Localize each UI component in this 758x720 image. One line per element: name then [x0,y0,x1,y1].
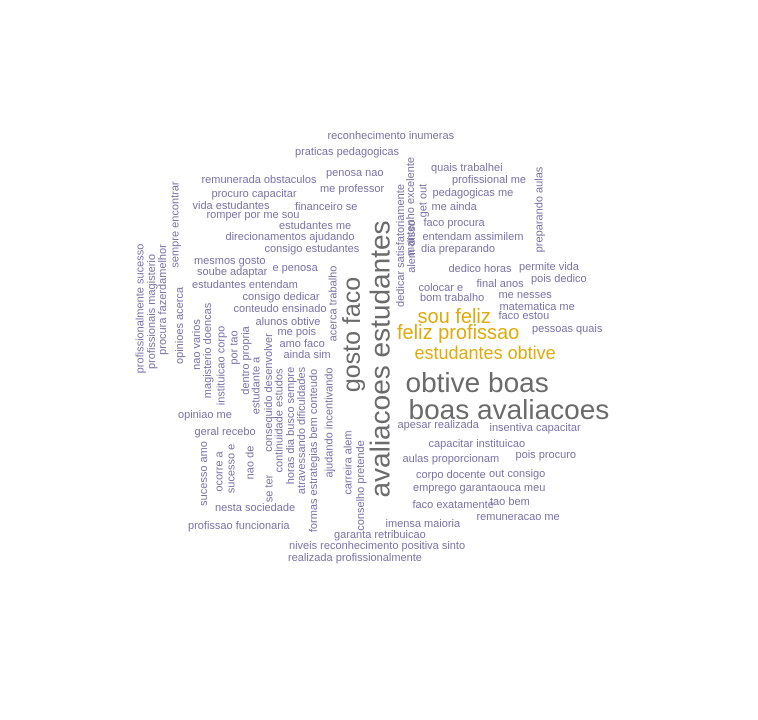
word-cloud-term: faco procura [423,216,485,229]
word-cloud-term: gosto faco [337,276,366,392]
word-cloud-term: instituicao corpo [215,325,228,405]
word-cloud-term: me pois [277,325,317,338]
word-cloud-term: me ainda [431,200,477,213]
word-cloud-term: profissionais magisterio [145,253,158,369]
word-cloud-term: sempre encontrar [169,180,182,268]
word-cloud-term: me nesses [498,288,552,301]
word-cloud-term: profissao funcionaria [188,519,290,532]
word-cloud-term: dedico horas [448,262,512,275]
word-cloud-term: final anos [476,277,524,290]
word-cloud-term: ouca meu [497,481,546,494]
word-cloud-term: out consigo [489,467,546,480]
word-cloud-term: pessoas quais [532,322,603,335]
word-cloud-term: geral recebo [194,425,256,438]
word-cloud-term: continuidade estudos [273,368,286,472]
word-cloud-term: permite vida [519,260,579,273]
word-cloud-term: remuneracao me [476,510,560,523]
word-cloud-term: sucesso e [225,443,238,493]
word-cloud-term: reconhecimento inumeras [327,129,455,142]
word-cloud-term: horas dia busco sempre [284,366,297,484]
word-cloud-term: nao de [244,445,257,479]
word-cloud-term: aulas proporcionam [402,452,500,465]
word-cloud-term: preparando aulas [533,166,546,252]
word-cloud-term: nao varios [190,318,203,370]
word-cloud-term: amo faco [279,337,325,350]
word-cloud-term: opiniao me [178,408,232,421]
word-cloud-term: se ter [263,474,276,502]
word-cloud-term: consigo dedicar [242,290,320,303]
word-cloud-term: atravessando dificuldades [295,366,308,494]
word-cloud-term: dia preparando [421,242,496,255]
word-cloud-term: pois procuro [515,448,577,461]
word-cloud-term: niveis reconhecimento positiva sinto [289,539,466,552]
word-cloud-term: estudante a [250,356,263,414]
word-cloud-term: opinioes acerca [173,286,186,364]
word-cloud-term: obtive boas [405,367,549,398]
word-cloud-term: vida estudantes [192,199,270,212]
word-cloud-term: nesta sociedade [215,501,296,514]
word-cloud-term: sucesso amo [197,440,210,506]
word-cloud-term: formas estrategias bem conteudo [307,368,320,532]
word-cloud-term: corpo docente [416,468,486,481]
word-cloud-term: estudantes me [279,219,352,232]
word-cloud-term: penosa nao [326,166,384,179]
word-cloud-term: praticas pedagogicas [295,145,399,158]
word-cloud-term: estudantes obtive [414,343,556,363]
word-cloud-term: pedagogicas me [432,186,514,199]
word-cloud-term: e penosa [272,261,318,274]
word-cloud-term: sou feliz [417,306,491,328]
word-cloud-term: estudantes entendam [192,278,298,291]
word-cloud-term: tao bem [490,495,530,508]
word-cloud-term: soube adaptar [197,265,268,278]
word-cloud-term: profissional me [452,173,526,186]
word-cloud-term: direcionamentos ajudando [225,230,355,243]
word-cloud-term: profissionalmente sucesso [134,243,147,373]
word-cloud-term: apesar realizada [397,418,479,431]
word-cloud-term: consigo estudantes [264,242,360,255]
word-cloud-term: remunerada obstaculos [201,173,317,186]
word-cloud-term: realizada profissionalmente [288,551,422,564]
word-cloud-term: financeiro se [295,200,358,213]
word-cloud-term: matematica me [499,300,575,313]
word-cloud-term: emprego garanta [413,481,497,494]
word-cloud-term: garanta retribuicao [334,528,426,541]
word-cloud-term: bom trabalho [420,291,485,304]
word-cloud-term: conteudo ensinado [233,302,327,315]
word-cloud-term: ainda sim [283,348,331,361]
word-cloud-term: ocorre a [213,450,226,492]
word-cloud-term: get out [417,183,430,217]
word-cloud-term: procuro capacitar [211,187,297,200]
word-cloud-term: colocar e [418,281,464,294]
word-cloud-term: procura fazerdamelhor [156,243,169,355]
word-cloud-term: ajudando incentivando [323,366,336,478]
word-cloud-term: alunos obtive [255,315,321,328]
word-cloud-term: mantenho excelente [404,156,417,256]
word-cloud-term: quais trabalhei [431,161,503,174]
word-cloud-term: entendam assimilem [422,230,524,243]
word-cloud-term: feliz profissao [397,322,520,344]
word-cloud-term: carreira alem [342,429,355,495]
word-cloud-term: capacitar instituicao [428,437,526,450]
word-cloud-term: romper por me sou [206,208,300,221]
word-cloud-term: faco estou [498,309,550,322]
word-cloud-term: avaliacoes estudantes [364,220,396,498]
word-cloud-term: magisterio doencas [201,302,214,398]
word-cloud-term: me professor [320,182,385,195]
word-cloud-term: faco exatamente [412,498,494,511]
word-cloud-term: boas avaliacoes [408,394,610,425]
word-cloud-term: mesmos gosto [194,254,266,267]
word-cloud-term: insentiva capacitar [489,421,581,434]
word-cloud-term: pois dedico [531,272,587,285]
word-cloud-term: imensa maioria [385,517,461,530]
